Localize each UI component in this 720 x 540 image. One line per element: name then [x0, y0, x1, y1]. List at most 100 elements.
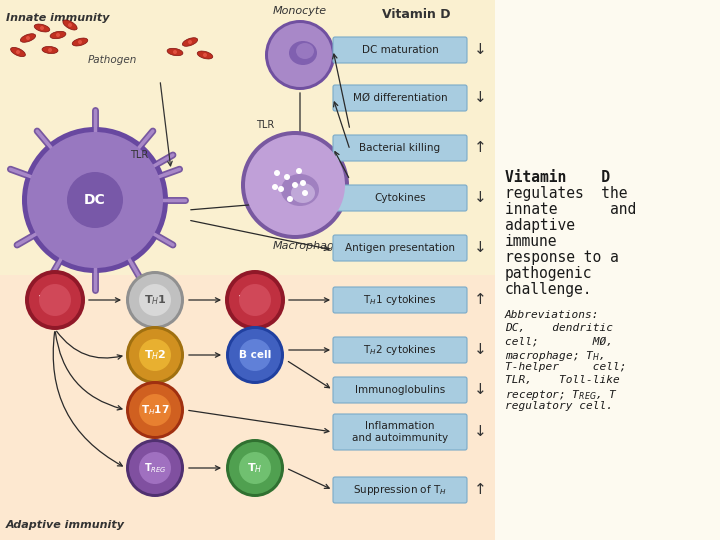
Text: ↓: ↓ [474, 240, 487, 255]
Circle shape [245, 135, 345, 235]
Text: immune: immune [505, 234, 557, 249]
Circle shape [139, 452, 171, 484]
Text: cell;        MØ,: cell; MØ, [505, 336, 613, 346]
Circle shape [129, 384, 181, 436]
Text: adaptive: adaptive [505, 218, 575, 233]
Ellipse shape [48, 48, 52, 52]
Circle shape [239, 452, 271, 484]
Circle shape [132, 277, 178, 323]
Circle shape [272, 184, 278, 190]
Text: T$_H$: T$_H$ [248, 461, 263, 475]
Circle shape [296, 168, 302, 174]
FancyBboxPatch shape [333, 337, 467, 363]
Text: pathogenic: pathogenic [505, 266, 593, 281]
Ellipse shape [173, 50, 177, 54]
Text: macrophage; T$_H$,: macrophage; T$_H$, [505, 349, 604, 363]
Text: regulates  the: regulates the [505, 186, 628, 201]
Text: MØ differentiation: MØ differentiation [353, 93, 447, 103]
Circle shape [226, 326, 284, 384]
Text: challenge.: challenge. [505, 282, 593, 297]
Ellipse shape [188, 40, 192, 44]
Ellipse shape [20, 33, 35, 42]
Circle shape [226, 439, 284, 497]
Text: Immunoglobulins: Immunoglobulins [355, 385, 445, 395]
Circle shape [225, 270, 285, 330]
Circle shape [265, 20, 335, 90]
Circle shape [129, 274, 181, 326]
Text: TLR: TLR [130, 150, 148, 160]
Text: Suppression of T$_H$: Suppression of T$_H$ [353, 483, 447, 497]
Circle shape [274, 170, 280, 176]
Text: T$_{REG}$: T$_{REG}$ [144, 461, 166, 475]
Text: B cell: B cell [239, 350, 271, 360]
Text: Abbreviations:: Abbreviations: [505, 310, 600, 320]
Ellipse shape [68, 23, 72, 27]
Ellipse shape [40, 26, 44, 30]
Text: ↑: ↑ [474, 483, 487, 497]
Ellipse shape [26, 36, 30, 40]
Circle shape [232, 445, 278, 491]
Ellipse shape [296, 43, 314, 59]
Text: innate      and: innate and [505, 202, 636, 217]
Text: T$_H$17: T$_H$17 [140, 403, 169, 417]
FancyBboxPatch shape [333, 85, 467, 111]
Ellipse shape [56, 33, 60, 37]
Text: ↓: ↓ [474, 91, 487, 105]
Circle shape [132, 332, 178, 378]
Text: T$_H$2: T$_H$2 [144, 348, 166, 362]
Text: DC: DC [84, 193, 106, 207]
Circle shape [139, 284, 171, 316]
Circle shape [39, 284, 71, 316]
Text: Innate immunity: Innate immunity [6, 13, 109, 23]
Text: ↓: ↓ [474, 382, 487, 397]
Text: Cytokines: Cytokines [374, 193, 426, 203]
Circle shape [232, 277, 278, 323]
Ellipse shape [281, 174, 319, 206]
Ellipse shape [167, 48, 183, 56]
Ellipse shape [197, 51, 213, 59]
Text: Adaptive immunity: Adaptive immunity [6, 520, 125, 530]
FancyBboxPatch shape [333, 287, 467, 313]
Circle shape [129, 442, 181, 494]
Circle shape [132, 445, 178, 491]
Ellipse shape [78, 40, 82, 44]
Circle shape [268, 23, 332, 87]
Text: TLR: TLR [256, 120, 274, 130]
Text: Macrophage: Macrophage [272, 241, 341, 251]
Circle shape [129, 329, 181, 381]
Circle shape [229, 274, 281, 326]
Text: T$_H$2 cytokines: T$_H$2 cytokines [364, 343, 436, 357]
FancyBboxPatch shape [333, 37, 467, 63]
Ellipse shape [291, 183, 315, 203]
Circle shape [300, 180, 306, 186]
Circle shape [139, 339, 171, 371]
Text: Monocyte: Monocyte [273, 6, 327, 16]
Circle shape [67, 172, 123, 228]
FancyBboxPatch shape [333, 235, 467, 261]
FancyBboxPatch shape [333, 477, 467, 503]
Circle shape [126, 271, 184, 329]
FancyBboxPatch shape [333, 135, 467, 161]
Text: T cell: T cell [239, 295, 271, 305]
Text: DC,    dendritic: DC, dendritic [505, 323, 613, 333]
Text: TLR,    Toll-like: TLR, Toll-like [505, 375, 620, 385]
Circle shape [239, 284, 271, 316]
Text: T-helper     cell;: T-helper cell; [505, 362, 626, 372]
Circle shape [239, 339, 271, 371]
Circle shape [229, 329, 281, 381]
Text: ↓: ↓ [474, 342, 487, 357]
Circle shape [126, 439, 184, 497]
Circle shape [126, 381, 184, 439]
Text: T$_H$1: T$_H$1 [143, 293, 166, 307]
Circle shape [27, 132, 163, 268]
Text: T cell: T cell [40, 295, 71, 305]
Circle shape [278, 186, 284, 192]
Text: ↓: ↓ [474, 191, 487, 206]
Text: response to a: response to a [505, 250, 618, 265]
Circle shape [292, 182, 298, 188]
Text: ↑: ↑ [474, 293, 487, 307]
Circle shape [22, 127, 168, 273]
Circle shape [132, 387, 178, 433]
Circle shape [25, 270, 85, 330]
Ellipse shape [16, 50, 20, 54]
